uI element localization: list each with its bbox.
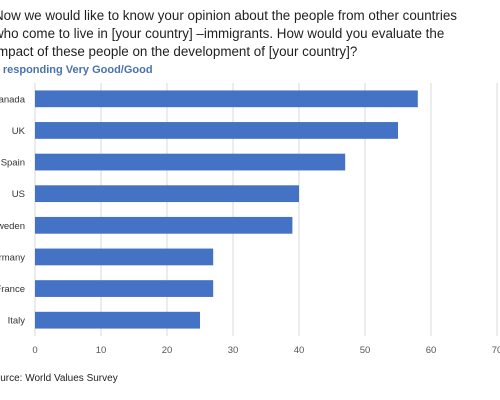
- category-label-uk: UK: [12, 126, 26, 137]
- category-label-germany: Germany: [0, 252, 25, 263]
- x-tick-label-5: 50: [360, 345, 371, 356]
- bar-italy: [35, 311, 200, 329]
- bar-uk: [35, 122, 398, 139]
- bar-france: [35, 280, 214, 297]
- bar-us: [35, 185, 299, 203]
- x-tick-label-7: 70: [492, 345, 500, 356]
- category-label-us: US: [12, 189, 25, 200]
- x-tick-label-4: 40: [294, 345, 305, 356]
- source-note: Source: World Values Survey: [0, 373, 118, 384]
- chart-title: Now we would like to know your opinion a…: [0, 8, 457, 59]
- x-tick-label-3: 30: [228, 345, 239, 356]
- category-label-canada: Canada: [0, 94, 26, 105]
- category-label-france: France: [0, 284, 25, 295]
- chart-subtitle: % responding Very Good/Good: [0, 64, 153, 76]
- x-tick-label-6: 60: [426, 345, 437, 356]
- x-tick-label-1: 10: [96, 345, 107, 356]
- bar-germany: [35, 248, 214, 266]
- bar-spain: [35, 153, 346, 171]
- bar-canada: [35, 90, 418, 108]
- category-label-italy: Italy: [8, 316, 26, 327]
- bar-sweden: [35, 216, 293, 234]
- x-tick-label-0: 0: [32, 345, 37, 356]
- x-tick-label-2: 20: [162, 345, 173, 356]
- category-label-spain: Spain: [1, 158, 25, 169]
